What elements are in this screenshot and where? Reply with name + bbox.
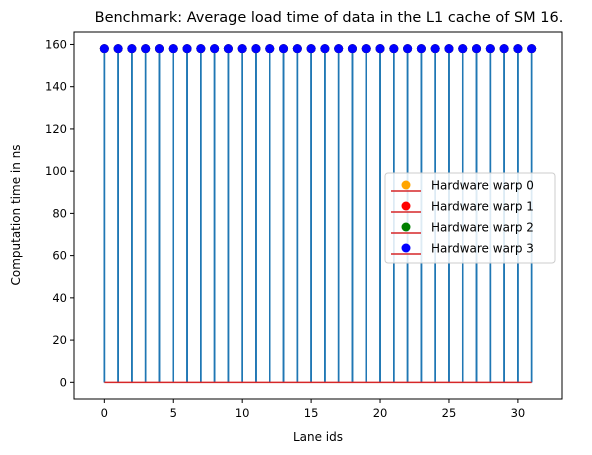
data-point [306,44,316,54]
data-point [527,44,537,54]
y-tick-label: 20 [52,333,67,347]
y-tick-label: 160 [45,37,67,51]
legend-entry: Hardware warp 3 [431,242,534,256]
data-point [513,44,523,54]
data-point [182,44,192,54]
data-point [334,44,344,54]
data-point [210,44,220,54]
x-axis: 0 5 10 15 20 25 30 [101,399,526,420]
data-point [127,44,137,54]
data-point [251,44,261,54]
data-point [141,44,151,54]
data-point [403,44,413,54]
data-point [113,44,123,54]
x-tick-label: 10 [235,406,250,420]
y-tick-label: 60 [52,249,67,263]
x-tick-label: 20 [373,406,388,420]
data-point [279,44,289,54]
data-point [320,44,330,54]
data-point [416,44,426,54]
data-point [389,44,399,54]
data-point [499,44,509,54]
chart-title: Benchmark: Average load time of data in … [95,10,564,26]
x-tick-label: 5 [170,406,177,420]
y-tick-label: 120 [45,122,67,136]
x-tick-label: 30 [511,406,526,420]
legend-box [384,172,556,264]
y-tick-label: 100 [45,164,67,178]
legend: Hardware warp 0 Hardware warp 1 Hardware w… [384,172,556,264]
data-point [154,44,164,54]
y-axis: 0 20 40 60 80 100 120 140 160 [45,37,74,389]
legend-entry: Hardware warp 0 [431,179,534,193]
data-point [265,44,275,54]
y-tick-label: 80 [52,206,67,220]
legend-marker [401,222,411,232]
data-point [168,44,178,54]
data-point [223,44,233,54]
data-point [375,44,385,54]
data-point [485,44,495,54]
legend-marker [401,201,411,211]
data-point [430,44,440,54]
data-point [361,44,371,54]
data-point [347,44,357,54]
x-tick-label: 25 [442,406,457,420]
axes-frame [73,31,563,400]
y-tick-label: 40 [52,291,67,305]
x-axis-label: Lane ids [293,430,343,444]
legend-entry: Hardware warp 1 [431,200,534,214]
y-tick-label: 140 [45,80,67,94]
legend-marker [401,180,411,190]
x-tick-label: 15 [304,406,319,420]
data-point [458,44,468,54]
data-point [99,44,109,54]
x-tick-label: 0 [101,406,108,420]
legend-marker [401,243,411,253]
y-axis-label: Computation time in ns [9,144,23,285]
data-point [444,44,454,54]
data-point [237,44,247,54]
legend-entry: Hardware warp 2 [431,221,534,235]
data-point [472,44,482,54]
y-tick-label: 0 [60,375,67,389]
data-point [292,44,302,54]
data-point [196,44,206,54]
